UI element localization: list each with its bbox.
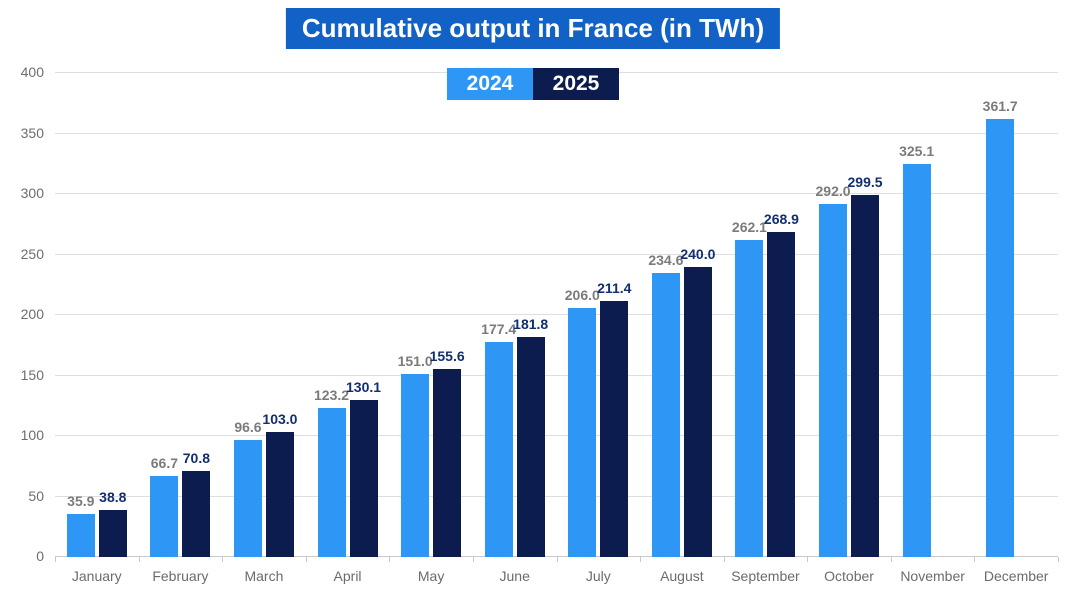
bar-2024-july bbox=[568, 307, 597, 557]
value-label-2025-july: 211.4 bbox=[597, 280, 632, 297]
legend: 2024 2025 bbox=[447, 68, 619, 100]
bar-2024-june bbox=[484, 342, 513, 557]
bar-2024-october bbox=[819, 203, 848, 557]
bar-2024-may bbox=[401, 374, 430, 557]
y-tick-label-200: 200 bbox=[20, 306, 44, 322]
x-axis-tick bbox=[222, 557, 224, 562]
x-axis-label-september: September bbox=[731, 568, 800, 584]
bar-2025-february bbox=[182, 471, 211, 557]
gridline-100 bbox=[55, 435, 1058, 436]
bar-2025-march bbox=[265, 432, 294, 557]
value-label-2025-june: 181.8 bbox=[513, 316, 549, 333]
y-tick-label-400: 400 bbox=[20, 64, 44, 80]
x-axis-label-july: July bbox=[585, 568, 611, 584]
value-label-2025-february: 70.8 bbox=[182, 450, 210, 467]
y-tick-label-300: 300 bbox=[20, 185, 44, 201]
value-label-2024-february: 66.7 bbox=[150, 455, 178, 472]
bar-2025-january bbox=[98, 510, 127, 557]
bar-2025-september bbox=[767, 231, 796, 557]
gridline-150 bbox=[55, 374, 1058, 376]
value-label-2024-november: 325.1 bbox=[899, 142, 935, 159]
x-axis-tick bbox=[1058, 557, 1059, 562]
x-axis-tick bbox=[974, 557, 976, 562]
value-label-2024-march: 96.6 bbox=[234, 419, 262, 436]
x-axis-tick bbox=[138, 557, 140, 562]
bar-2025-october bbox=[851, 194, 880, 557]
x-axis-tick bbox=[55, 557, 56, 562]
bar-2024-september bbox=[735, 239, 764, 557]
legend-item-2024: 2024 bbox=[447, 68, 533, 100]
plot-area: 35.9 38.8 66.7 70.8 96.6 103.0 123.2 130.1 151.0… bbox=[55, 72, 1059, 562]
x-axis-label-february: February bbox=[152, 568, 209, 584]
value-label-2024-september: 262.1 bbox=[731, 218, 767, 235]
x-axis-tick bbox=[389, 557, 391, 562]
value-label-2024-january: 35.9 bbox=[67, 492, 95, 509]
x-axis-label-november: November bbox=[900, 568, 965, 584]
value-label-2025-october: 299.5 bbox=[847, 173, 883, 190]
x-axis-label-march: March bbox=[244, 568, 284, 584]
x-axis-tick bbox=[640, 557, 642, 562]
value-label-2025-may: 155.6 bbox=[429, 347, 465, 364]
gridline-50 bbox=[55, 495, 1058, 497]
x-axis-label-december: December bbox=[983, 568, 1049, 584]
bar-2024-november bbox=[902, 163, 931, 557]
x-axis-tick bbox=[305, 557, 307, 562]
bar-2024-february bbox=[150, 476, 179, 557]
x-axis-label-january: January bbox=[71, 568, 122, 584]
bar-2025-may bbox=[433, 368, 462, 557]
gridline-200 bbox=[55, 314, 1058, 315]
y-tick-label-250: 250 bbox=[20, 245, 44, 262]
value-label-2024-august: 234.6 bbox=[648, 252, 684, 269]
value-label-2024-october: 292.0 bbox=[815, 182, 851, 199]
value-label-2024-april: 123.2 bbox=[314, 386, 350, 403]
value-label-2025-september: 268.9 bbox=[763, 210, 799, 227]
bar-2024-january bbox=[66, 513, 95, 557]
chart-title: Cumulative output in France (in TWh) bbox=[285, 8, 781, 49]
x-axis-label-april: April bbox=[333, 568, 362, 584]
gridline-250 bbox=[55, 253, 1058, 255]
bar-2025-august bbox=[683, 266, 712, 557]
bar-2024-april bbox=[317, 407, 346, 557]
y-tick-label-150: 150 bbox=[20, 366, 44, 383]
y-tick-label-100: 100 bbox=[20, 427, 44, 443]
value-label-2024-july: 206.0 bbox=[564, 286, 600, 303]
value-label-2025-april: 130.1 bbox=[346, 378, 382, 395]
value-label-2025-january: 38.8 bbox=[99, 489, 127, 506]
bar-2025-june bbox=[516, 337, 545, 557]
x-axis-tick bbox=[807, 557, 809, 562]
y-tick-label-50: 50 bbox=[28, 487, 44, 504]
bar-2024-august bbox=[651, 273, 680, 557]
gridline-300 bbox=[55, 193, 1058, 194]
bar-2024-march bbox=[233, 440, 262, 557]
x-axis-tick bbox=[890, 557, 892, 562]
value-label-2024-december: 361.7 bbox=[982, 98, 1018, 115]
value-label-2024-may: 151.0 bbox=[397, 353, 433, 370]
gridline-350 bbox=[55, 132, 1058, 134]
x-axis-tick bbox=[472, 557, 474, 562]
value-label-2025-august: 240.0 bbox=[680, 245, 716, 262]
bar-2025-july bbox=[600, 301, 629, 557]
legend-item-2025: 2025 bbox=[533, 68, 619, 100]
y-tick-label-350: 350 bbox=[20, 124, 44, 141]
x-axis-label-august: August bbox=[660, 568, 704, 584]
y-tick-label-0: 0 bbox=[36, 548, 44, 564]
bar-2025-april bbox=[349, 399, 378, 557]
x-axis-label-june: June bbox=[499, 568, 530, 584]
x-axis-tick bbox=[723, 557, 725, 562]
x-axis-tick bbox=[556, 557, 558, 562]
x-axis-line bbox=[55, 556, 1058, 557]
x-axis-label-october: October bbox=[824, 568, 874, 584]
value-label-2024-june: 177.4 bbox=[481, 321, 517, 338]
x-axis-label-may: May bbox=[417, 568, 445, 584]
value-label-2025-march: 103.0 bbox=[262, 411, 298, 428]
bar-2024-december bbox=[986, 119, 1015, 557]
